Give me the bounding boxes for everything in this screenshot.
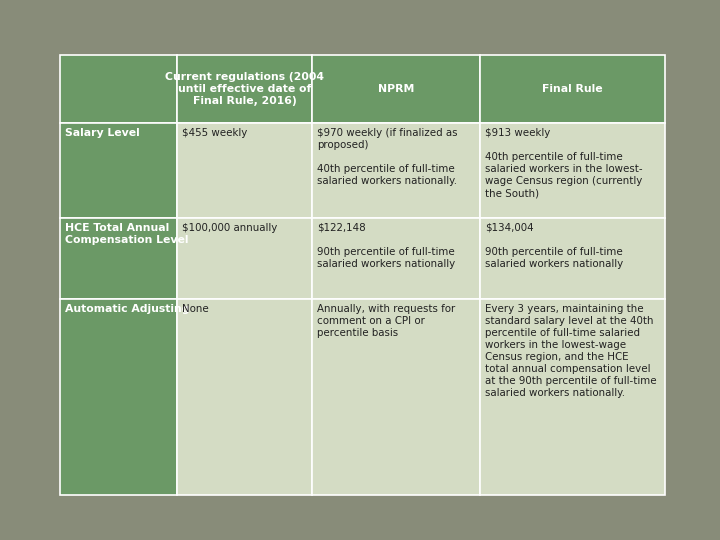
Bar (480, 55, 665, 123)
Bar (60, 299, 177, 495)
Text: $134,004

90th percentile of full-time
salaried workers nationally: $134,004 90th percentile of full-time sa… (485, 223, 623, 269)
Text: Automatic Adjusting: Automatic Adjusting (65, 304, 189, 314)
Text: Current regulations (2004
until effective date of
Final Rule, 2016): Current regulations (2004 until effectiv… (165, 72, 324, 106)
Bar (480, 218, 665, 299)
Bar (177, 218, 312, 299)
Text: $913 weekly

40th percentile of full-time
salaried workers in the lowest-
wage C: $913 weekly 40th percentile of full-time… (485, 128, 642, 198)
Text: Every 3 years, maintaining the
standard salary level at the 40th
percentile of f: Every 3 years, maintaining the standard … (485, 304, 657, 398)
Text: $455 weekly: $455 weekly (182, 128, 248, 138)
Bar (480, 299, 665, 495)
Bar (312, 299, 480, 495)
Text: Final Rule: Final Rule (542, 84, 603, 94)
Bar (312, 123, 480, 218)
Bar (60, 123, 177, 218)
Bar (60, 218, 177, 299)
Text: Annually, with requests for
comment on a CPI or
percentile basis: Annually, with requests for comment on a… (317, 304, 455, 338)
Text: None: None (182, 304, 209, 314)
Text: NPRM: NPRM (377, 84, 414, 94)
Bar (312, 218, 480, 299)
Text: Salary Level: Salary Level (65, 128, 140, 138)
Text: $970 weekly (if finalized as
proposed)

40th percentile of full-time
salaried wo: $970 weekly (if finalized as proposed) 4… (317, 128, 457, 186)
Text: $122,148

90th percentile of full-time
salaried workers nationally: $122,148 90th percentile of full-time sa… (317, 223, 455, 269)
Bar (60, 55, 177, 123)
Text: HCE Total Annual
Compensation Level: HCE Total Annual Compensation Level (65, 223, 189, 245)
Bar (480, 123, 665, 218)
Bar (312, 55, 480, 123)
Bar (177, 123, 312, 218)
Text: $100,000 annually: $100,000 annually (182, 223, 278, 233)
Bar (177, 299, 312, 495)
Bar (177, 55, 312, 123)
